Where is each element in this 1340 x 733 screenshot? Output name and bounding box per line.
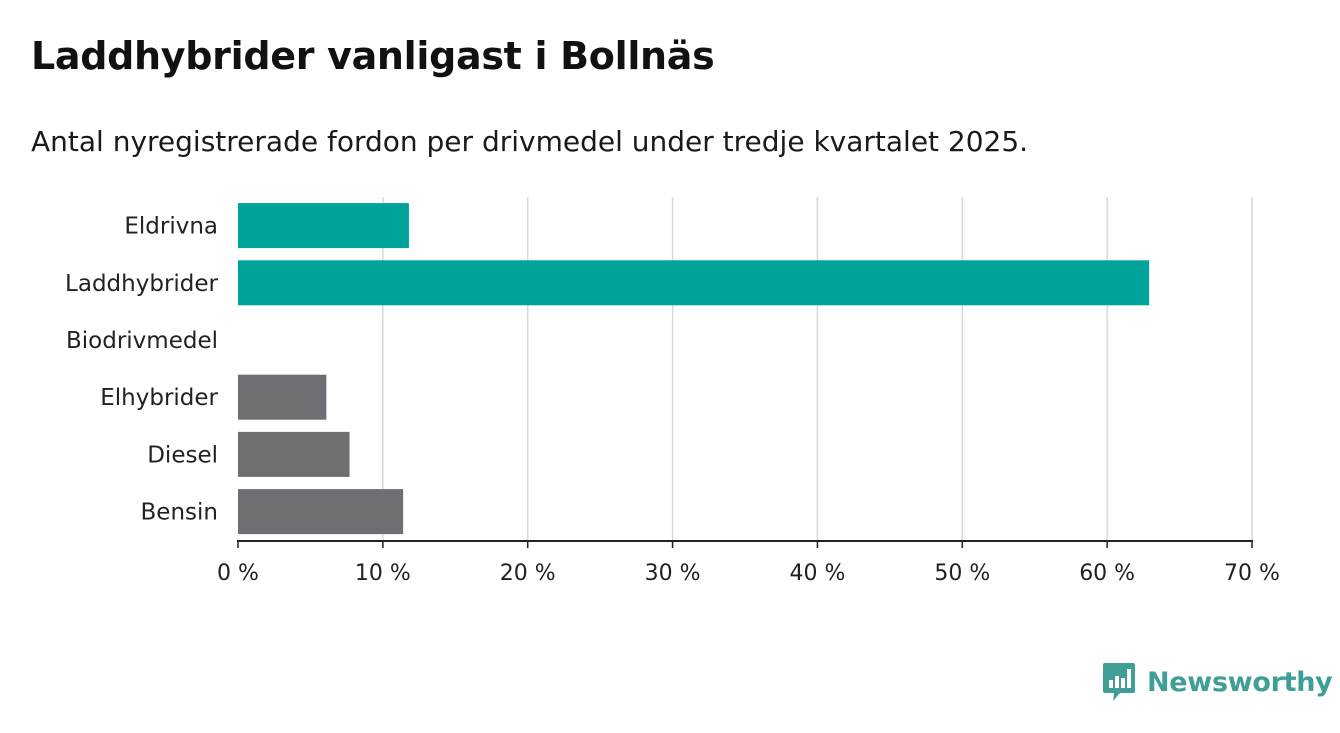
bar-chart-speech-bubble-icon (1103, 663, 1135, 701)
bar-chart: 0 % 10 % 20 % 30 % 40 % 50 % 60 % 70 % Eldrivna… (65, 197, 1280, 586)
bar-laddhybrider (238, 260, 1150, 306)
category-label: Bensin (141, 500, 218, 526)
category-label: Elhybrider (100, 385, 218, 411)
category-label: Laddhybrider (65, 271, 218, 297)
category-label: Biodrivmedel (66, 328, 218, 354)
x-tick-label: 20 % (500, 561, 556, 586)
category-label: Eldrivna (124, 214, 218, 240)
x-tick-label: 10 % (355, 561, 411, 586)
chart-subtitle: Antal nyregistrerade fordon per drivmede… (31, 125, 1029, 158)
brand-name: Newsworthy (1147, 666, 1333, 698)
x-tick-label: 50 % (934, 561, 990, 586)
x-tick-label: 0 % (217, 561, 259, 586)
bar-diesel (238, 431, 350, 477)
x-tick-label: 70 % (1224, 561, 1280, 586)
x-tick-label: 40 % (789, 561, 845, 586)
x-tick-label: 60 % (1079, 561, 1135, 586)
chart-title: Laddhybrider vanligast i Bollnäs (31, 34, 715, 78)
category-label: Diesel (147, 442, 218, 468)
x-axis: 0 % 10 % 20 % 30 % 40 % 50 % 60 % 70 % (217, 540, 1280, 586)
bars (238, 203, 1150, 535)
bar-eldrivna (238, 203, 409, 249)
newsworthy-logo: Newsworthy (1102, 662, 1333, 702)
category-labels: Eldrivna Laddhybrider Biodrivmedel Elhybrid… (65, 214, 218, 526)
x-tick-label: 30 % (645, 561, 701, 586)
bar-bensin (238, 489, 404, 535)
bar-elhybrider (238, 374, 327, 420)
gridlines (382, 197, 1253, 541)
